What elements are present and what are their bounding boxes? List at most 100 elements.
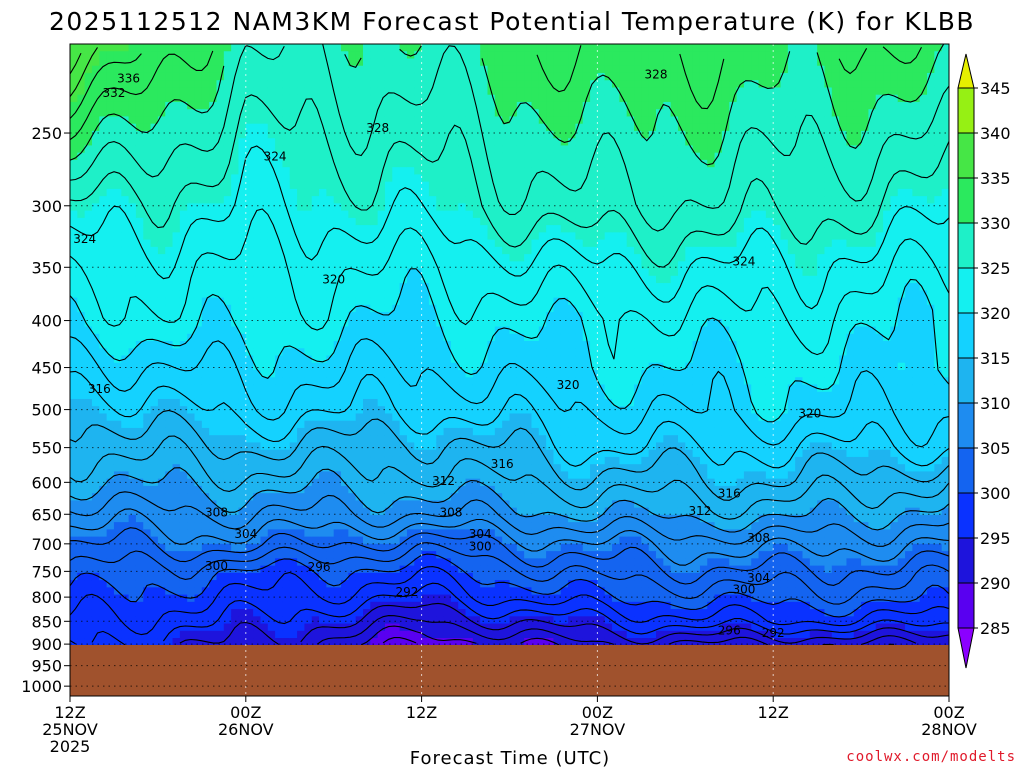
theta-cell <box>355 420 364 429</box>
theta-cell <box>267 326 276 335</box>
theta-cell <box>172 609 181 617</box>
theta-cell <box>106 217 115 226</box>
theta-cell <box>216 159 225 168</box>
theta-cell <box>179 609 188 617</box>
theta-cell <box>91 616 100 625</box>
theta-cell <box>135 159 144 168</box>
theta-cell <box>216 630 225 639</box>
theta-cell <box>275 551 284 559</box>
theta-cell <box>326 167 335 175</box>
theta-cell <box>128 326 137 335</box>
theta-cell <box>194 290 203 299</box>
theta-cell <box>121 297 130 306</box>
theta-cell <box>143 616 152 625</box>
theta-cell <box>450 304 459 313</box>
theta-cell <box>421 594 430 603</box>
theta-cell <box>267 254 276 262</box>
theta-cell <box>289 254 298 262</box>
theta-cell <box>143 72 152 81</box>
theta-cell <box>135 94 144 103</box>
theta-cell <box>201 319 210 328</box>
theta-cell <box>421 536 430 545</box>
theta-cell <box>209 167 218 175</box>
theta-cell <box>465 239 474 248</box>
theta-cell <box>194 58 203 67</box>
theta-cell <box>216 616 225 625</box>
theta-cell <box>128 420 137 429</box>
theta-cell <box>355 341 364 349</box>
theta-cell <box>348 558 357 567</box>
theta-cell <box>187 44 196 52</box>
theta-cell <box>260 580 269 588</box>
theta-cell <box>326 478 335 487</box>
theta-cell <box>128 275 137 284</box>
theta-cell <box>443 246 452 255</box>
theta-cell <box>341 116 349 125</box>
theta-cell <box>157 341 166 349</box>
theta-cell <box>267 319 276 328</box>
theta-cell <box>121 181 130 190</box>
theta-cell <box>157 304 166 313</box>
theta-cell <box>179 355 188 364</box>
theta-cell <box>414 254 423 262</box>
theta-cell <box>443 51 452 60</box>
theta-cell <box>436 529 445 538</box>
theta-cell <box>392 319 401 328</box>
theta-cell <box>165 543 174 552</box>
theta-cell <box>194 435 203 444</box>
theta-cell <box>436 232 445 241</box>
theta-cell <box>223 203 232 212</box>
theta-cell <box>363 51 371 60</box>
theta-cell <box>370 601 379 610</box>
theta-cell <box>458 44 467 52</box>
theta-cell <box>187 94 196 103</box>
theta-cell <box>363 551 371 559</box>
theta-cell <box>260 283 269 291</box>
theta-cell <box>370 290 379 299</box>
theta-cell <box>267 406 276 415</box>
theta-cell <box>223 514 232 523</box>
theta-cell <box>458 87 467 96</box>
theta-cell <box>216 442 225 451</box>
theta-cell <box>143 333 152 342</box>
theta-cell <box>253 188 262 197</box>
theta-cell <box>282 529 291 538</box>
theta-cell <box>157 565 166 574</box>
theta-cell <box>165 551 174 559</box>
theta-cell <box>231 500 240 509</box>
theta-cell <box>106 210 115 219</box>
theta-cell <box>458 493 467 501</box>
theta-cell <box>121 529 130 538</box>
theta-cell <box>311 152 320 161</box>
theta-cell <box>84 565 93 574</box>
theta-cell <box>260 152 269 161</box>
theta-cell <box>414 630 423 639</box>
theta-cell <box>289 44 298 52</box>
theta-cell <box>77 536 86 545</box>
theta-cell <box>348 101 357 110</box>
theta-cell <box>179 384 188 393</box>
theta-cell <box>348 601 357 610</box>
theta-cell <box>121 587 130 596</box>
theta-cell <box>428 348 437 357</box>
theta-cell <box>311 638 320 646</box>
theta-cell <box>326 268 335 277</box>
theta-cell <box>245 65 254 74</box>
theta-cell <box>450 478 459 487</box>
theta-cell <box>458 167 467 175</box>
theta-cell <box>106 391 115 400</box>
theta-cell <box>216 116 225 125</box>
theta-cell <box>472 188 481 197</box>
theta-cell <box>443 370 452 378</box>
theta-cell <box>392 217 401 226</box>
theta-cell <box>223 500 232 509</box>
theta-cell <box>406 384 415 393</box>
theta-cell <box>297 609 305 617</box>
theta-cell <box>289 232 298 241</box>
theta-cell <box>99 507 108 516</box>
theta-cell <box>414 406 423 415</box>
theta-cell <box>289 478 298 487</box>
theta-cell <box>348 514 357 523</box>
theta-cell <box>179 283 188 291</box>
theta-cell <box>355 196 364 204</box>
